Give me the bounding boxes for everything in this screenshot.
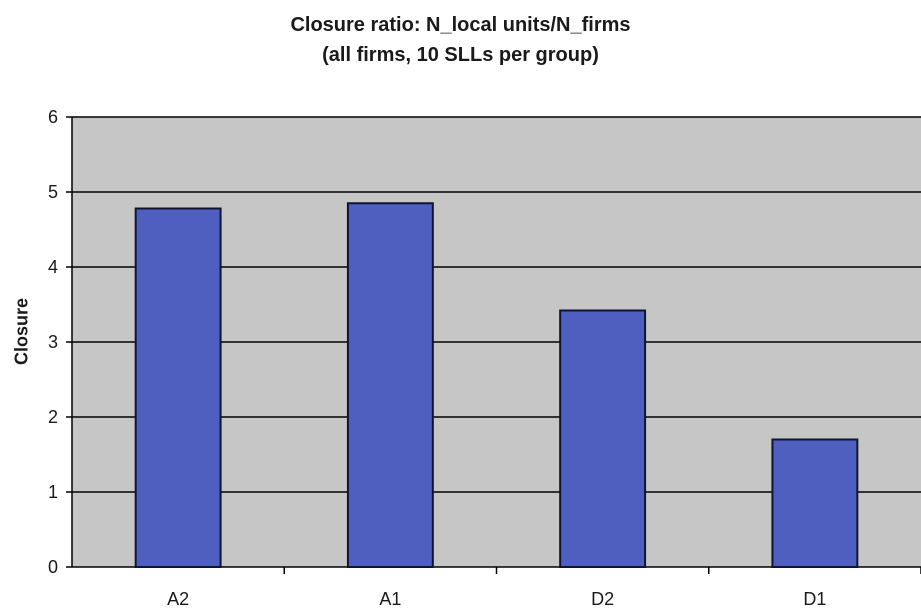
y-tick-label: 3 bbox=[48, 332, 58, 352]
y-tick-label: 0 bbox=[48, 557, 58, 577]
x-tick-label: D1 bbox=[803, 589, 826, 609]
bar-a2 bbox=[134, 207, 222, 568]
y-tick-label: 2 bbox=[48, 407, 58, 427]
chart-subtitle: (all firms, 10 SLLs per group) bbox=[322, 44, 599, 66]
x-tick-label: D2 bbox=[591, 589, 614, 609]
bar-d2 bbox=[559, 309, 647, 568]
bar-a1 bbox=[346, 202, 434, 568]
y-tick-label: 4 bbox=[48, 257, 58, 277]
x-tick-label: A1 bbox=[379, 589, 401, 609]
chart-title: Closure ratio: N_local units/N_firms bbox=[290, 14, 631, 36]
x-tick-label: A2 bbox=[167, 589, 189, 609]
y-tick-label: 5 bbox=[48, 182, 58, 202]
bar-d1 bbox=[771, 438, 859, 568]
y-tick-label: 6 bbox=[48, 107, 58, 127]
y-tick-label: 1 bbox=[48, 482, 58, 502]
